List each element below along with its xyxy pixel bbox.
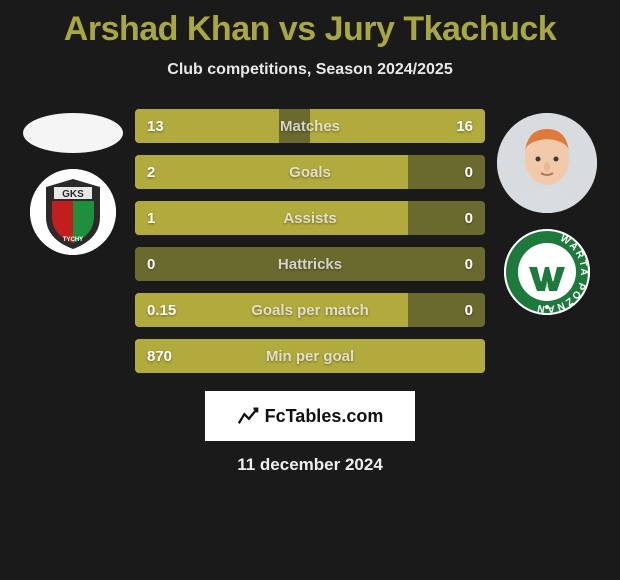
stat-row: 870 Min per goal (135, 339, 485, 373)
stat-label: Assists (283, 210, 336, 227)
team-left-logo: GKS TYCHY (30, 169, 116, 255)
stat-label: Goals per match (251, 302, 369, 319)
stat-label: Min per goal (266, 348, 354, 365)
stat-row: 2 Goals 0 (135, 155, 485, 189)
footer-date: 11 december 2024 (0, 455, 620, 475)
comparison-row: GKS TYCHY 13 Matches 16 2 Goals 0 1 Assists 0 0 Ha… (0, 109, 620, 373)
stat-row: 0.15 Goals per match 0 (135, 293, 485, 327)
brand-badge[interactable]: FcTables.com (205, 391, 415, 441)
stat-value-right: 0 (465, 302, 473, 319)
player-right-avatar (497, 113, 597, 213)
stat-bar-left (135, 155, 408, 189)
stat-value-left: 13 (147, 118, 164, 135)
brand-text: FcTables.com (265, 406, 384, 427)
player-left-column: GKS TYCHY (23, 109, 123, 255)
team-right-logo: WARTA POZNAŃ 1912 (504, 229, 590, 315)
stat-value-left: 2 (147, 164, 155, 181)
comparison-card: Arshad Khan vs Jury Tkachuck Club compet… (0, 0, 620, 580)
stat-label: Goals (289, 164, 331, 181)
stat-row: 1 Assists 0 (135, 201, 485, 235)
stat-bar-left (135, 201, 408, 235)
stat-value-left: 0 (147, 256, 155, 273)
svg-text:1912: 1912 (538, 280, 556, 289)
page-title: Arshad Khan vs Jury Tkachuck (0, 10, 620, 49)
player-left-avatar (23, 113, 123, 153)
stat-value-left: 870 (147, 348, 172, 365)
stats-table: 13Matches162Goals01Assists00Hattricks00.… (135, 109, 485, 373)
stat-value-right: 0 (465, 256, 473, 273)
stat-label: Matches (280, 118, 340, 135)
stat-value-left: 1 (147, 210, 155, 227)
stat-label: Hattricks (278, 256, 342, 273)
stat-value-right: 0 (465, 210, 473, 227)
stat-value-right: 16 (456, 118, 473, 135)
stat-value-left: 0.15 (147, 302, 176, 319)
stat-value-right: 0 (465, 164, 473, 181)
subtitle: Club competitions, Season 2024/2025 (0, 61, 620, 79)
stat-row: 0 Hattricks 0 (135, 247, 485, 281)
chart-icon (237, 405, 259, 427)
stat-row: 13 Matches 16 (135, 109, 485, 143)
player-right-column: WARTA POZNAŃ 1912 (497, 109, 597, 315)
svg-text:GKS: GKS (62, 189, 84, 200)
svg-text:TYCHY: TYCHY (63, 237, 83, 243)
